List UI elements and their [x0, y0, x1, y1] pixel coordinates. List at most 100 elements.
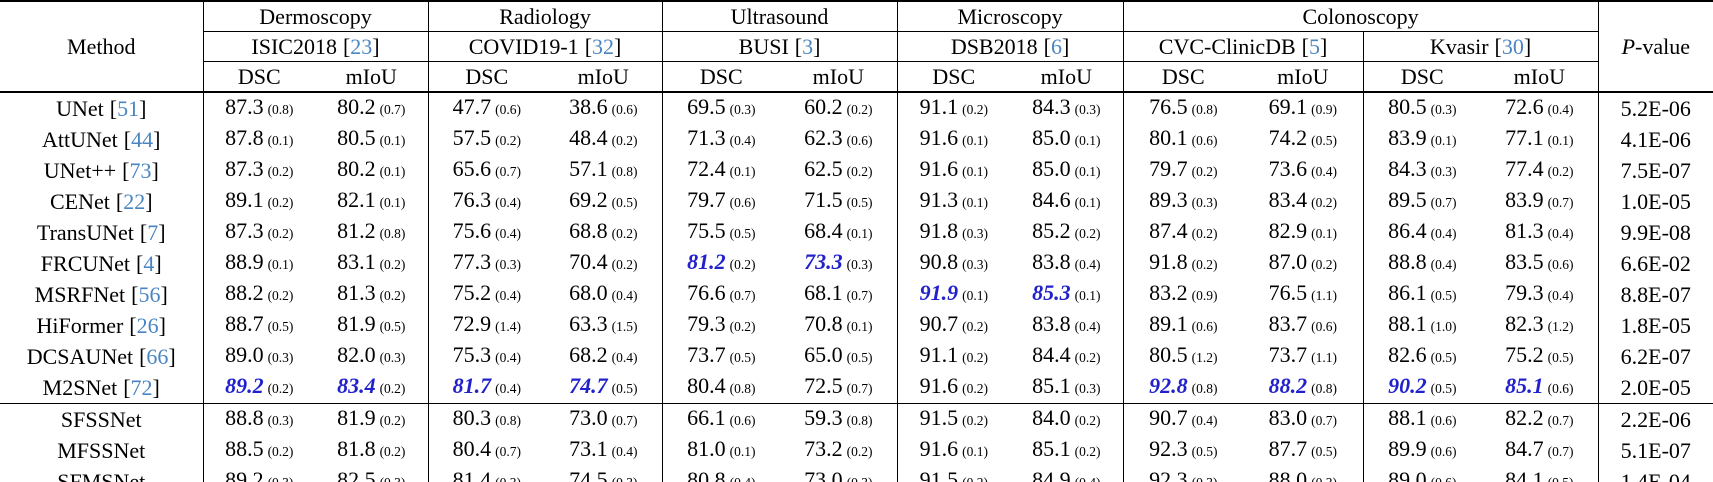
metric-std: (0.6)	[1430, 444, 1457, 459]
citation-link[interactable]: 66	[146, 343, 169, 369]
metric-std: (0.2)	[267, 226, 294, 241]
metric-std: (1.4)	[495, 319, 521, 334]
citation-link[interactable]: 73	[129, 157, 152, 183]
method-cell: CENet [22]	[0, 186, 203, 217]
method-cell: TransUNet [7]	[0, 217, 203, 248]
metric-value: 91.6	[919, 436, 959, 461]
citation-open-bracket: [	[1301, 34, 1309, 59]
header-modality-row: Method Dermoscopy Radiology Ultrasound Micro…	[0, 1, 1713, 92]
citation-link[interactable]: 26	[136, 312, 159, 338]
metric-std: (0.7)	[379, 102, 406, 117]
metric-cell: 91.6 (0.1)	[896, 435, 1011, 466]
citation-link[interactable]: 6	[1050, 34, 1062, 59]
citation-link[interactable]: 3	[802, 34, 814, 59]
metric-std: (0.2)	[846, 444, 873, 459]
citation-link[interactable]: 30	[1501, 34, 1524, 59]
citation-link[interactable]: 56	[138, 281, 161, 307]
metric-value: 85.1	[1032, 436, 1071, 461]
citation-link[interactable]: 51	[117, 95, 140, 121]
metric-cell: 81.9 (0.2)	[315, 404, 428, 436]
citation-link[interactable]: 22	[123, 188, 146, 214]
metric-value: 74.5	[569, 467, 608, 482]
metric-value: 68.8	[569, 218, 608, 243]
metric-cell: 77.1 (0.1)	[1481, 124, 1598, 155]
metric-std: (1.0)	[1430, 319, 1457, 334]
citation-close-bracket: ]	[614, 34, 622, 59]
metric-cell: 84.1 (0.5)	[1481, 466, 1598, 482]
metric-std: (0.1)	[962, 444, 988, 459]
metric-cell: 63.3 (1.5)	[545, 310, 662, 341]
metric-value: 85.1	[1032, 373, 1071, 398]
metric-cell: 81.3 (0.4)	[1481, 217, 1598, 248]
metric-cell: 75.5 (0.5)	[661, 217, 781, 248]
method-cell: MFSSNet	[0, 435, 203, 466]
metric-value: 84.3	[1032, 94, 1071, 119]
citation-link[interactable]: 44	[131, 126, 154, 152]
citation-link[interactable]: 7	[147, 219, 159, 245]
metric-value: 85.2	[1032, 218, 1071, 243]
method-cell: UNet++ [73]	[0, 155, 203, 186]
metric-value: 90.7	[919, 311, 959, 336]
citation-link[interactable]: 72	[130, 374, 153, 400]
metric-cell: 82.6 (0.5)	[1362, 341, 1482, 372]
metric-cell: 82.9 (0.1)	[1243, 217, 1363, 248]
metric-std: (0.4)	[730, 475, 756, 482]
metric-std: (0.4)	[611, 444, 638, 459]
metric-cell: 84.9 (0.4)	[1010, 466, 1123, 482]
metric-value: 81.3	[1505, 218, 1544, 243]
metric-value: 82.9	[1268, 218, 1308, 243]
metric-cell: 73.1 (0.4)	[545, 435, 662, 466]
metric-std: (0.2)	[379, 381, 406, 396]
metric-header-dsc: DSC	[1122, 61, 1244, 92]
metric-value: 88.8	[1388, 249, 1427, 274]
pvalue-header: P-value	[1597, 1, 1713, 92]
citation-link[interactable]: 4	[143, 250, 155, 276]
metric-cell: 91.5(0.2)	[896, 403, 1011, 435]
row-cenet: CENet [22] 89.1 (0.2) 82.1 (0.1) 76.3 (0.4) 69.2…	[0, 186, 1713, 217]
metric-std: (0.4)	[1430, 226, 1457, 241]
citation-link[interactable]: 23	[350, 34, 373, 59]
citation-link[interactable]: 32	[592, 34, 615, 59]
row-sfmsnet: SFMSNet89.2(0.3)82.5(0.3)81.4(0.3)74.5(0…	[0, 466, 1713, 482]
metric-value: 81.7	[452, 373, 492, 398]
metric-cell: 75.3 (0.4)	[427, 341, 546, 372]
metric-cell: 81.2 (0.2)	[661, 248, 781, 279]
metric-std: (0.2)	[962, 319, 988, 334]
metric-cell: 86.1 (0.5)	[1362, 279, 1482, 310]
metric-value: 69.2	[569, 187, 608, 212]
metric-std: (0.1)	[1074, 164, 1101, 179]
metric-value: 48.4	[569, 125, 608, 150]
metric-value: 73.2	[804, 436, 843, 461]
metric-value: 90.8	[919, 249, 959, 274]
metric-std: (0.3)	[267, 350, 294, 365]
metric-cell: 73.0 (0.7)	[545, 404, 662, 436]
metric-value: 83.8	[1032, 249, 1071, 274]
method-label: HiFormer	[36, 312, 124, 338]
method-label: SFMSNet	[57, 468, 146, 482]
metric-std: (0.1)	[962, 195, 988, 210]
pvalue-cell: 6.6E-02	[1597, 248, 1713, 279]
metric-value: 92.3	[1149, 436, 1188, 461]
metric-value: 73.0	[804, 467, 843, 482]
method-cell: AttUNet [44]	[0, 124, 203, 155]
metric-value: 84.9	[1032, 467, 1071, 482]
metric-cell: 83.2 (0.9)	[1122, 279, 1244, 310]
metric-cell: 84.3 (0.3)	[1362, 155, 1482, 186]
citation-link[interactable]: 5	[1309, 34, 1320, 59]
metric-std: (0.1)	[962, 288, 988, 303]
metric-value: 38.6	[569, 94, 608, 119]
metric-value: 80.3	[452, 405, 492, 430]
metric-std: (0.5)	[1430, 381, 1457, 396]
method-label: AttUNet	[42, 126, 118, 152]
metric-std: (0.2)	[729, 257, 756, 272]
metric-value: 91.6	[919, 125, 959, 150]
metric-cell: 72.4 (0.1)	[661, 155, 781, 186]
metric-value: 80.2	[337, 156, 376, 181]
metric-cell: 92.3 (0.3)	[1122, 466, 1244, 482]
citation-close-bracket: ]	[152, 374, 160, 400]
metric-std: (0.2)	[611, 133, 638, 148]
metric-value: 91.9	[919, 280, 959, 305]
metric-std: (0.2)	[495, 133, 521, 148]
metric-value: 72.5	[804, 373, 843, 398]
metric-std: (0.8)	[846, 413, 873, 428]
